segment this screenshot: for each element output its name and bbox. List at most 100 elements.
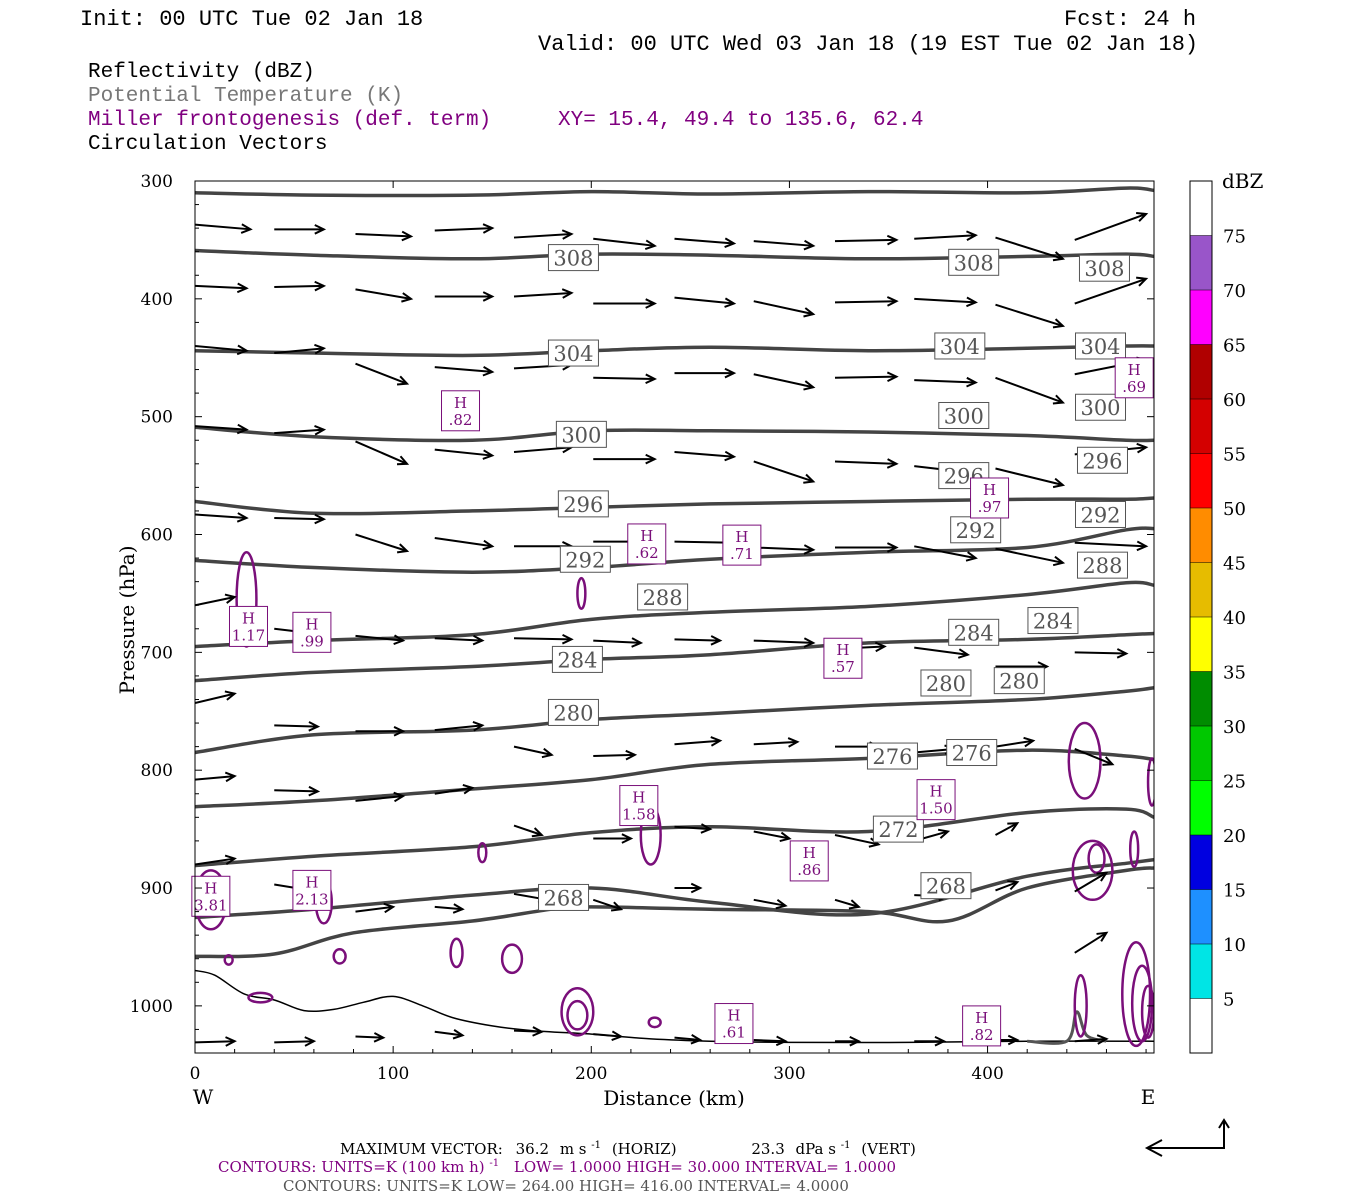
fronto-units: CONTOURS: UNITS=K (100 km h) bbox=[218, 1158, 485, 1176]
fronto-max-letter: H bbox=[1128, 361, 1141, 379]
fronto-max-box bbox=[292, 869, 332, 911]
vector-shaft bbox=[355, 440, 408, 465]
circulation-vector bbox=[914, 545, 978, 562]
colorbar-label: 40 bbox=[1223, 608, 1246, 629]
vector-shaft bbox=[995, 547, 1064, 564]
vector-head bbox=[848, 899, 861, 910]
theta-label-value: 304 bbox=[940, 335, 980, 359]
theta-label: 276 bbox=[866, 742, 918, 770]
vector-head bbox=[1023, 736, 1036, 748]
circulation-vector bbox=[834, 542, 899, 553]
fronto-max-value: 2.13 bbox=[295, 890, 328, 908]
colorbar-label: 75 bbox=[1223, 227, 1246, 248]
theta-label: 296 bbox=[557, 490, 609, 518]
vector-head bbox=[314, 224, 327, 235]
fronto-maximum: H.86 bbox=[789, 840, 829, 882]
circulation-vector bbox=[753, 300, 816, 318]
theta-label: 308 bbox=[1078, 254, 1130, 282]
vector-head bbox=[396, 455, 410, 466]
circulation-vector bbox=[995, 376, 1066, 405]
theta-contour-308 bbox=[195, 186, 1154, 198]
fronto-max-value: .86 bbox=[797, 861, 821, 879]
colorbar-segment bbox=[1190, 290, 1212, 345]
vector-shaft bbox=[434, 448, 493, 457]
vector-head bbox=[787, 737, 800, 748]
theta-label: 280 bbox=[993, 667, 1045, 695]
horiz-unit: m s bbox=[560, 1140, 587, 1158]
vector-head bbox=[373, 1032, 386, 1043]
vector-head bbox=[775, 1035, 788, 1047]
theta-label-value: 272 bbox=[878, 818, 918, 842]
vector-shaft bbox=[355, 533, 408, 552]
theta-label-box bbox=[547, 244, 599, 272]
vector-shaft bbox=[195, 425, 247, 431]
fronto-contour bbox=[647, 1016, 662, 1029]
fronto-contour bbox=[1087, 843, 1106, 874]
theta-label-value: 292 bbox=[1080, 503, 1120, 527]
circulation-vector bbox=[753, 1035, 788, 1047]
circulation-vector bbox=[753, 460, 816, 484]
circulation-vector bbox=[274, 785, 321, 797]
circulation-vector bbox=[355, 288, 414, 303]
vector-head bbox=[236, 282, 249, 294]
vector-shaft bbox=[1074, 651, 1127, 655]
circulation-vector bbox=[593, 637, 644, 648]
circulation-vector bbox=[593, 237, 657, 251]
vector-head bbox=[314, 280, 327, 292]
colorbar-segment bbox=[1190, 453, 1212, 508]
circulation-vector bbox=[434, 448, 495, 460]
vector-head bbox=[314, 425, 327, 436]
vector-shaft bbox=[995, 376, 1064, 404]
circulation-vector bbox=[355, 634, 406, 645]
theta-label-box bbox=[866, 742, 918, 770]
circulation-vector bbox=[1074, 648, 1129, 659]
fronto-max-value: 1.50 bbox=[919, 800, 952, 818]
colorbar-title: dBZ bbox=[1222, 169, 1264, 193]
circulation-vector bbox=[593, 373, 657, 385]
circulation-vector bbox=[513, 745, 554, 759]
vector-head bbox=[532, 1026, 545, 1037]
fronto-max-value: .82 bbox=[970, 1026, 994, 1044]
vector-head bbox=[724, 297, 737, 308]
vector-shaft bbox=[355, 288, 412, 300]
theta-label-value: 284 bbox=[954, 621, 994, 645]
fronto-max-value: .99 bbox=[300, 632, 324, 650]
vector-head bbox=[482, 291, 495, 302]
y-axis-title: Pressure (hPa) bbox=[115, 546, 139, 695]
vector-shaft bbox=[753, 898, 786, 907]
circulation-vector bbox=[274, 280, 327, 292]
theta-contour-276 bbox=[195, 685, 1154, 755]
vector-head bbox=[690, 882, 703, 894]
theta-label-value: 308 bbox=[954, 251, 994, 275]
colorbar-label: 55 bbox=[1223, 445, 1246, 466]
vector-head bbox=[1136, 540, 1149, 552]
theta-label: 268 bbox=[920, 872, 972, 900]
fronto-max-box bbox=[962, 1005, 1002, 1047]
vector-shaft bbox=[434, 227, 493, 232]
y-tick-label: 800 bbox=[141, 761, 173, 781]
vector-head bbox=[224, 771, 237, 783]
theta-label-box bbox=[920, 872, 972, 900]
vector-shaft bbox=[355, 362, 408, 385]
theta-label-value: 276 bbox=[872, 745, 912, 769]
theta-label: 280 bbox=[920, 669, 972, 697]
vector-shaft bbox=[513, 1029, 542, 1033]
fronto-max-value: 3.81 bbox=[194, 896, 227, 914]
vector-head bbox=[482, 449, 495, 460]
theta-label: 280 bbox=[547, 698, 599, 726]
horiz-exponent: -1 bbox=[591, 1140, 601, 1151]
vector-head bbox=[1052, 555, 1066, 567]
y-tick-label: 1000 bbox=[130, 997, 173, 1017]
circulation-vector bbox=[674, 1034, 703, 1045]
vector-head bbox=[1096, 931, 1109, 942]
fronto-max-letter: H bbox=[975, 1009, 988, 1027]
vector-shaft bbox=[753, 740, 798, 746]
fronto-max-box bbox=[441, 390, 481, 432]
fronto-max-letter: H bbox=[640, 527, 653, 545]
fronto-max-value: .57 bbox=[831, 658, 855, 676]
fronto-max-letter: H bbox=[929, 783, 942, 801]
vector-shaft bbox=[834, 460, 897, 465]
vector-shaft bbox=[195, 344, 247, 352]
vector-shaft bbox=[434, 537, 493, 548]
field-theta: Potential Temperature (K) bbox=[88, 85, 403, 108]
